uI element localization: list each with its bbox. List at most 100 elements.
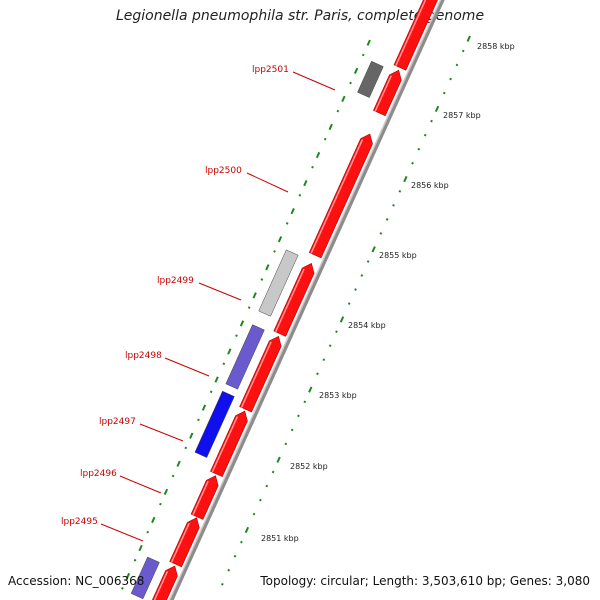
minor-tick [398,189,402,193]
minor-tick [240,540,243,544]
minor-tick [311,165,314,169]
minor-tick [354,288,357,291]
blast-hit-lpp2498 [225,324,265,390]
minor-tick [197,418,200,422]
label-leader-line [139,423,184,442]
gene-label-lpp2496: lpp2496 [80,469,117,479]
minor-tick [290,428,294,432]
genome-backbone [169,0,445,600]
cds-lpp2501 [373,69,402,117]
minor-tick [442,91,446,95]
blast-hit-lpp2501 [357,60,384,98]
major-tick [371,246,376,253]
cds-lpp2502 [393,0,438,71]
kbp-label-2858: 2858 kbp [477,42,515,51]
label-leaders [100,71,336,542]
minor-tick [461,49,465,53]
gene-label-lpp2497: lpp2497 [99,417,136,427]
major-tick [290,208,295,215]
minor-tick [221,582,224,586]
minor-tick [265,484,269,488]
major-tick [151,516,156,524]
minor-tick [285,222,289,225]
minor-tick [417,147,421,151]
kbp-label-2854: 2854 kbp [348,321,386,330]
cds-lpp2499 [273,263,315,337]
minor-tick [259,498,262,502]
minor-tick [252,512,256,516]
gene-label-lpp2501: lpp2501 [252,65,289,75]
minor-tick [273,250,276,253]
blast-hit-lpp2494 [130,556,160,600]
major-tick [466,35,471,42]
label-leader-line [292,71,336,91]
major-tick [265,264,270,271]
label-leader-line [198,282,242,301]
kbp-label-2853: 2853 kbp [319,391,357,400]
major-tick [176,460,181,467]
major-tick [227,348,232,355]
cds-lpp2500 [308,133,373,259]
minor-tick [379,232,383,235]
minor-tick [322,358,326,362]
minor-tick [159,502,162,506]
label-leader-line [100,523,144,542]
major-tick [138,544,143,552]
minor-tick [385,218,389,221]
minor-tick [209,390,213,394]
cds-lpp2496 [190,475,219,520]
outer-tick-track [221,35,471,586]
kbp-label-2857: 2857 kbp [443,111,481,120]
minor-tick [430,119,433,123]
minor-tick [349,81,352,85]
minor-tick [247,306,251,309]
accession-text: Accession: NC_006368 [8,574,145,588]
cds-lpp2497 [210,410,248,478]
major-tick [341,95,346,103]
major-tick [315,151,321,159]
cds-lpp2495 [169,517,200,568]
blast-track [130,60,384,600]
major-tick [403,175,408,183]
major-tick [339,316,345,323]
minor-tick [298,193,302,197]
minor-tick [423,133,427,137]
major-tick [163,488,169,496]
blast-hit-lpp2499 [258,249,299,317]
label-leader-line [164,357,210,377]
minor-tick [366,260,370,263]
minor-tick [411,161,414,165]
minor-tick [303,400,307,404]
inner-tick-track [121,39,371,590]
kbp-label-2852: 2852 kbp [290,462,328,471]
label-leader-line [246,172,289,193]
minor-tick [284,442,288,446]
kbp-label-2851: 2851 kbp [261,534,299,543]
minor-tick [233,554,237,558]
genome-summary-text: Topology: circular; Length: 3,503,610 bp… [260,574,590,588]
major-tick [353,67,359,74]
minor-tick [361,53,365,57]
major-tick [201,404,207,411]
major-tick [125,572,131,580]
major-tick [303,179,308,187]
minor-tick [222,362,226,366]
major-tick [252,292,257,299]
map-title: Legionella pneumophila str. Paris, compl… [115,8,485,24]
minor-tick [392,204,395,207]
major-tick [189,432,194,439]
minor-tick [271,470,275,474]
minor-tick [455,63,459,67]
minor-tick [347,302,351,305]
cds-lpp2498 [239,335,282,413]
minor-tick [297,414,300,418]
minor-tick [316,372,319,376]
minor-tick [335,330,338,333]
minor-tick [449,77,452,81]
gene-label-lpp2495: lpp2495 [61,517,98,527]
minor-tick [328,344,332,348]
major-tick [366,39,371,46]
major-tick [244,526,250,534]
minor-tick [323,137,327,141]
minor-tick [336,109,340,113]
